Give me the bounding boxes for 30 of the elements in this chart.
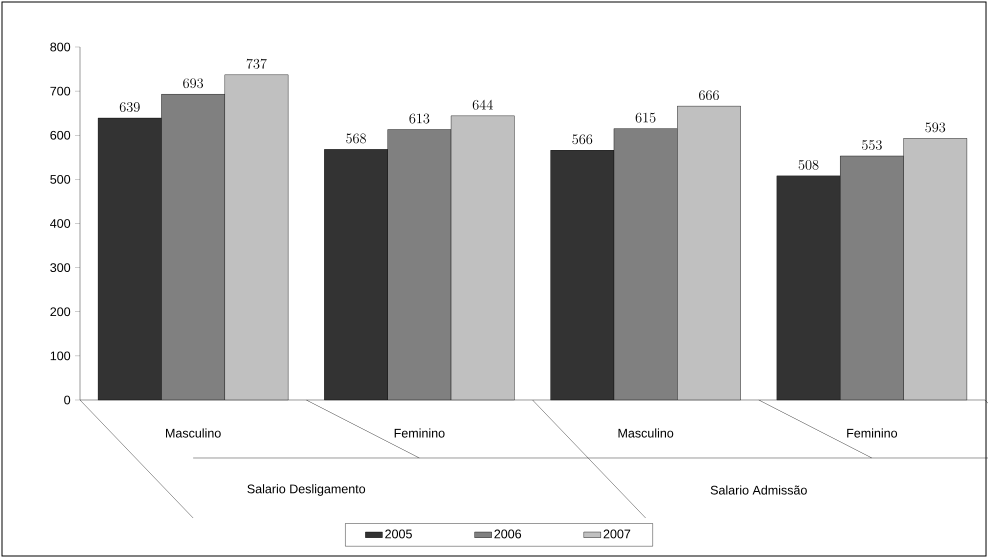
data-label: 593 xyxy=(925,122,946,132)
data-label: 666 xyxy=(699,90,719,100)
data-label: 568 xyxy=(346,133,366,144)
x-tick-label: Masculino xyxy=(166,428,221,438)
data-label: 639 xyxy=(120,102,140,112)
data-label: 615 xyxy=(636,112,656,123)
x-tick-label: Feminino xyxy=(847,428,898,438)
y-tick-label: 200 xyxy=(50,307,70,316)
data-label: 553 xyxy=(862,140,882,150)
data-label: 644 xyxy=(472,100,493,110)
data-label: 566 xyxy=(572,134,592,144)
data-label: 737 xyxy=(246,58,267,69)
y-tick-label: 700 xyxy=(50,86,70,96)
data-label: 613 xyxy=(409,114,430,124)
legend-label: 2007 xyxy=(604,530,630,538)
y-tick-label: 500 xyxy=(50,174,70,184)
y-tick-label: 400 xyxy=(50,219,70,228)
x-tick-label: Feminino xyxy=(394,428,445,438)
y-tick-label: 800 xyxy=(50,42,70,52)
legend-label: 2005 xyxy=(385,530,412,538)
text: Salario Desligamento xyxy=(247,484,366,496)
text: Salario Admissão xyxy=(710,485,807,495)
legend-label: 2006 xyxy=(494,530,522,538)
x-tick-label: Masculino xyxy=(618,428,674,438)
y-tick-label: 0 xyxy=(64,396,70,404)
y-tick-label: 300 xyxy=(50,263,70,272)
data-label: 693 xyxy=(183,78,204,88)
data-label: 508 xyxy=(798,160,818,170)
y-tick-label: 600 xyxy=(50,130,70,140)
y-tick-label: 100 xyxy=(50,351,70,360)
